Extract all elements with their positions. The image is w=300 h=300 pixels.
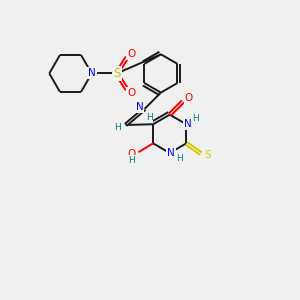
Text: O: O [128,149,136,159]
Text: S: S [113,67,120,80]
Text: O: O [185,94,193,103]
Text: H: H [192,114,199,123]
Text: N: N [167,148,175,158]
Text: O: O [127,88,136,98]
Text: H: H [129,156,135,165]
Text: H: H [176,154,182,163]
Text: N: N [184,119,192,129]
Text: O: O [127,49,136,59]
Text: H: H [146,113,152,122]
Text: N: N [136,102,143,112]
Text: H: H [114,123,121,132]
Text: S: S [204,150,211,160]
Text: N: N [88,68,96,78]
